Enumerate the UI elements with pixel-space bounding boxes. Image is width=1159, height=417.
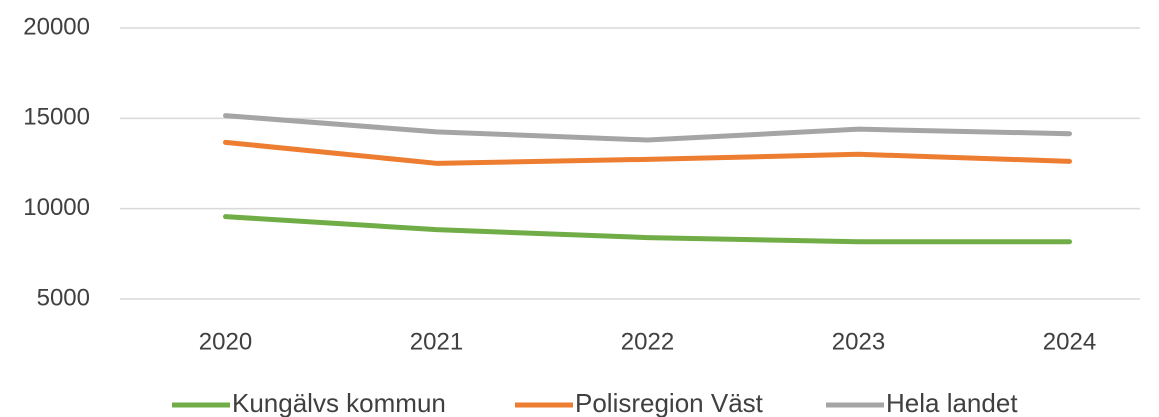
legend-text: Polisregion Väst	[575, 388, 764, 417]
x-tick-label: 2021	[410, 328, 463, 355]
x-tick-label: 2020	[199, 328, 252, 355]
y-tick-label: 10000	[23, 194, 90, 221]
x-tick-label: 2022	[621, 328, 674, 355]
legend-text: Kungälvs kommun	[232, 388, 446, 417]
y-tick-label: 5000	[37, 284, 90, 311]
x-tick-label: 2023	[832, 328, 885, 355]
x-tick-label: 2024	[1043, 328, 1096, 355]
y-tick-label: 15000	[23, 104, 90, 131]
series-line	[223, 113, 1072, 143]
legend-text: Hela landet	[886, 388, 1018, 417]
y-tick-label: 20000	[23, 13, 90, 40]
series-line	[223, 139, 1072, 166]
series-line	[223, 214, 1072, 245]
